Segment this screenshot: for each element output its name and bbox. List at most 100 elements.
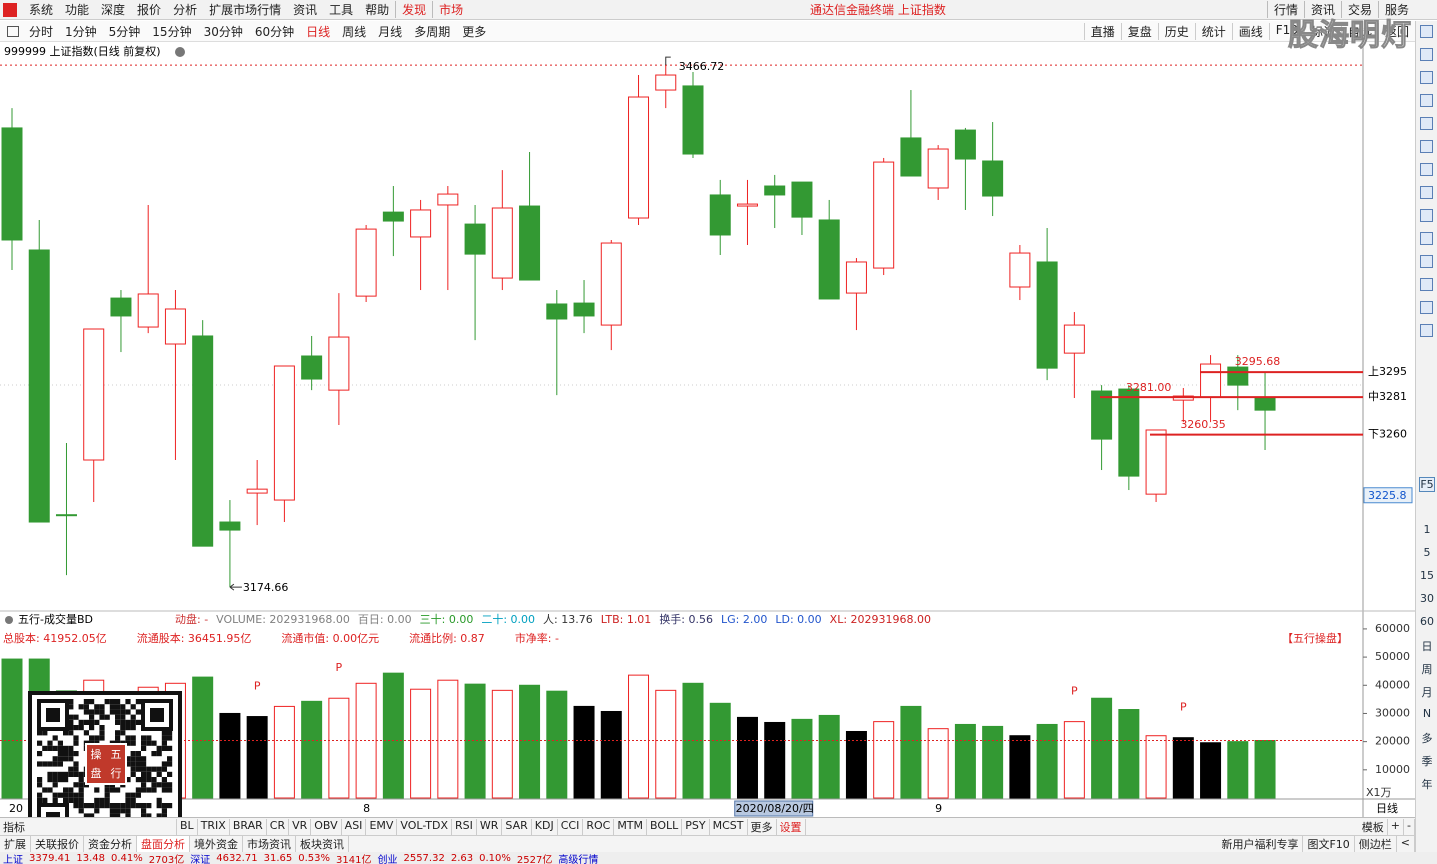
indicator-tab[interactable]: PSY (682, 818, 710, 835)
qr-module (125, 699, 131, 705)
side-period[interactable]: 周 (1421, 663, 1433, 676)
indicator-tab[interactable]: ROC (583, 818, 615, 835)
menu-item[interactable]: 功能 (65, 3, 90, 17)
period-item[interactable]: 60分钟 (254, 24, 295, 39)
indicator-tab[interactable]: CCI (558, 818, 584, 835)
period-item[interactable]: 多周期 (414, 24, 451, 39)
menu-right-item[interactable]: 资讯 (1303, 1, 1341, 18)
indicator-tab[interactable]: CR (267, 818, 290, 835)
tool-icon[interactable] (1420, 48, 1433, 61)
indicator-tab[interactable]: EMV (366, 818, 398, 835)
indicator-tab[interactable]: TRIX (198, 818, 230, 835)
indicator-tab[interactable]: ASI (342, 818, 367, 835)
menu-item[interactable]: 分析 (173, 3, 198, 17)
period-right-item[interactable]: 画线 (1231, 22, 1269, 40)
period-right-item[interactable]: 统计 (1194, 22, 1232, 40)
tool-icon[interactable] (1420, 25, 1433, 38)
side-period[interactable]: 1 (1423, 523, 1431, 536)
side-period[interactable]: 季 (1421, 755, 1433, 768)
indicator-tab[interactable]: RSI (452, 818, 477, 835)
menu-item[interactable]: 帮助 (365, 3, 390, 17)
indicator-lead[interactable]: 指标 (0, 818, 177, 835)
bottom-right[interactable]: < (1397, 836, 1415, 852)
indicator-tab[interactable]: OBV (311, 818, 342, 835)
period-right-item[interactable]: F10 (1268, 22, 1304, 40)
tool-icon[interactable] (1420, 324, 1433, 337)
period-item[interactable]: 日线 (306, 24, 331, 39)
tool-icon[interactable] (1420, 232, 1433, 245)
indicator-tab[interactable]: BL (177, 818, 198, 835)
indicator-settings[interactable]: 设置 (777, 818, 806, 835)
menu-item[interactable]: 扩展市场行情 (209, 3, 282, 17)
bottom-tab[interactable]: 板块资讯 (296, 836, 349, 852)
bottom-tab[interactable]: 资金分析 (84, 836, 137, 852)
side-period[interactable]: 年 (1421, 778, 1433, 791)
bottom-tab[interactable]: 境外资金 (190, 836, 243, 852)
period-right-item[interactable]: 标记 (1303, 22, 1341, 40)
indicator-tab[interactable]: VOL-TDX (397, 818, 453, 835)
f5-button[interactable]: F5 (1419, 477, 1435, 492)
menu-right-item[interactable]: 行情 (1266, 1, 1304, 18)
menu-highlight[interactable]: 发现 (395, 1, 432, 18)
indicator-tab[interactable]: MTM (614, 818, 648, 835)
period-right-item[interactable]: 复盘 (1120, 22, 1158, 40)
period-item[interactable]: 30分钟 (203, 24, 243, 39)
side-toolbar: F5 1 5 15 30 60 日周月 N 多季年 (1415, 21, 1437, 852)
side-period[interactable]: 60 (1420, 615, 1434, 628)
indicator-tab[interactable]: 更多 (748, 818, 777, 835)
side-period[interactable]: N (1422, 707, 1432, 720)
bottom-tab[interactable]: 市场资讯 (243, 836, 296, 852)
period-right-item[interactable]: 返回 (1377, 22, 1415, 40)
tool-icon[interactable] (1420, 301, 1433, 314)
tool-icon[interactable] (1420, 278, 1433, 291)
period-right-item[interactable]: 自选 (1340, 22, 1378, 40)
bottom-tab[interactable]: 扩展 (0, 836, 31, 852)
menu-item[interactable]: 报价 (137, 3, 162, 17)
tool-icon[interactable] (1420, 140, 1433, 153)
period-item[interactable]: 月线 (378, 24, 403, 39)
bottom-right[interactable]: 新用户福利专享 (1217, 836, 1304, 852)
indicator-tab[interactable]: KDJ (532, 818, 558, 835)
menu-right-item[interactable]: 服务 (1377, 1, 1415, 18)
tool-icon[interactable] (1420, 163, 1433, 176)
menu-item[interactable]: 资讯 (293, 3, 318, 17)
period-item[interactable]: 5分钟 (108, 24, 141, 39)
indicator-tab[interactable]: SAR (502, 818, 532, 835)
indicator-right[interactable]: + (1388, 818, 1405, 835)
bottom-tab[interactable]: 关联报价 (31, 836, 84, 852)
side-period[interactable]: 15 (1420, 569, 1434, 582)
period-right-item[interactable]: 直播 (1083, 22, 1121, 40)
indicator-right[interactable]: - (1404, 818, 1415, 835)
side-period[interactable]: 多 (1421, 732, 1433, 745)
side-period[interactable]: 日 (1421, 640, 1433, 653)
indicator-tab[interactable]: MCST (710, 818, 748, 835)
tool-icon[interactable] (1420, 186, 1433, 199)
menu-item[interactable]: 系统 (29, 3, 54, 17)
bottom-tab[interactable]: 盘面分析 (137, 836, 190, 852)
period-item[interactable]: 更多 (462, 24, 487, 39)
period-item[interactable]: 分时 (29, 24, 54, 39)
period-right-item[interactable]: 历史 (1157, 22, 1195, 40)
indicator-tab[interactable]: VR (289, 818, 312, 835)
menu-item[interactable]: 工具 (329, 3, 354, 17)
tool-icon[interactable] (1420, 209, 1433, 222)
menu-item[interactable]: 深度 (101, 3, 126, 17)
period-item[interactable]: 15分钟 (152, 24, 192, 39)
menu-right-item[interactable]: 交易 (1340, 1, 1378, 18)
tool-icon[interactable] (1420, 71, 1433, 84)
bottom-right[interactable]: 图文F10 (1303, 836, 1355, 852)
indicator-tab[interactable]: BOLL (647, 818, 683, 835)
period-item[interactable]: 1分钟 (65, 24, 97, 39)
side-period[interactable]: 月 (1421, 686, 1433, 699)
tool-icon[interactable] (1420, 117, 1433, 130)
indicator-tab[interactable]: BRAR (230, 818, 267, 835)
side-period[interactable]: 5 (1423, 546, 1431, 559)
bottom-right[interactable]: 侧边栏 (1355, 836, 1397, 852)
tool-icon[interactable] (1420, 255, 1433, 268)
tool-icon[interactable] (1420, 94, 1433, 107)
indicator-right[interactable]: 模板 (1359, 818, 1388, 835)
indicator-tab[interactable]: WR (477, 818, 503, 835)
period-item[interactable]: 周线 (342, 24, 367, 39)
side-period[interactable]: 30 (1420, 592, 1434, 605)
menu-highlight[interactable]: 市场 (432, 1, 469, 18)
